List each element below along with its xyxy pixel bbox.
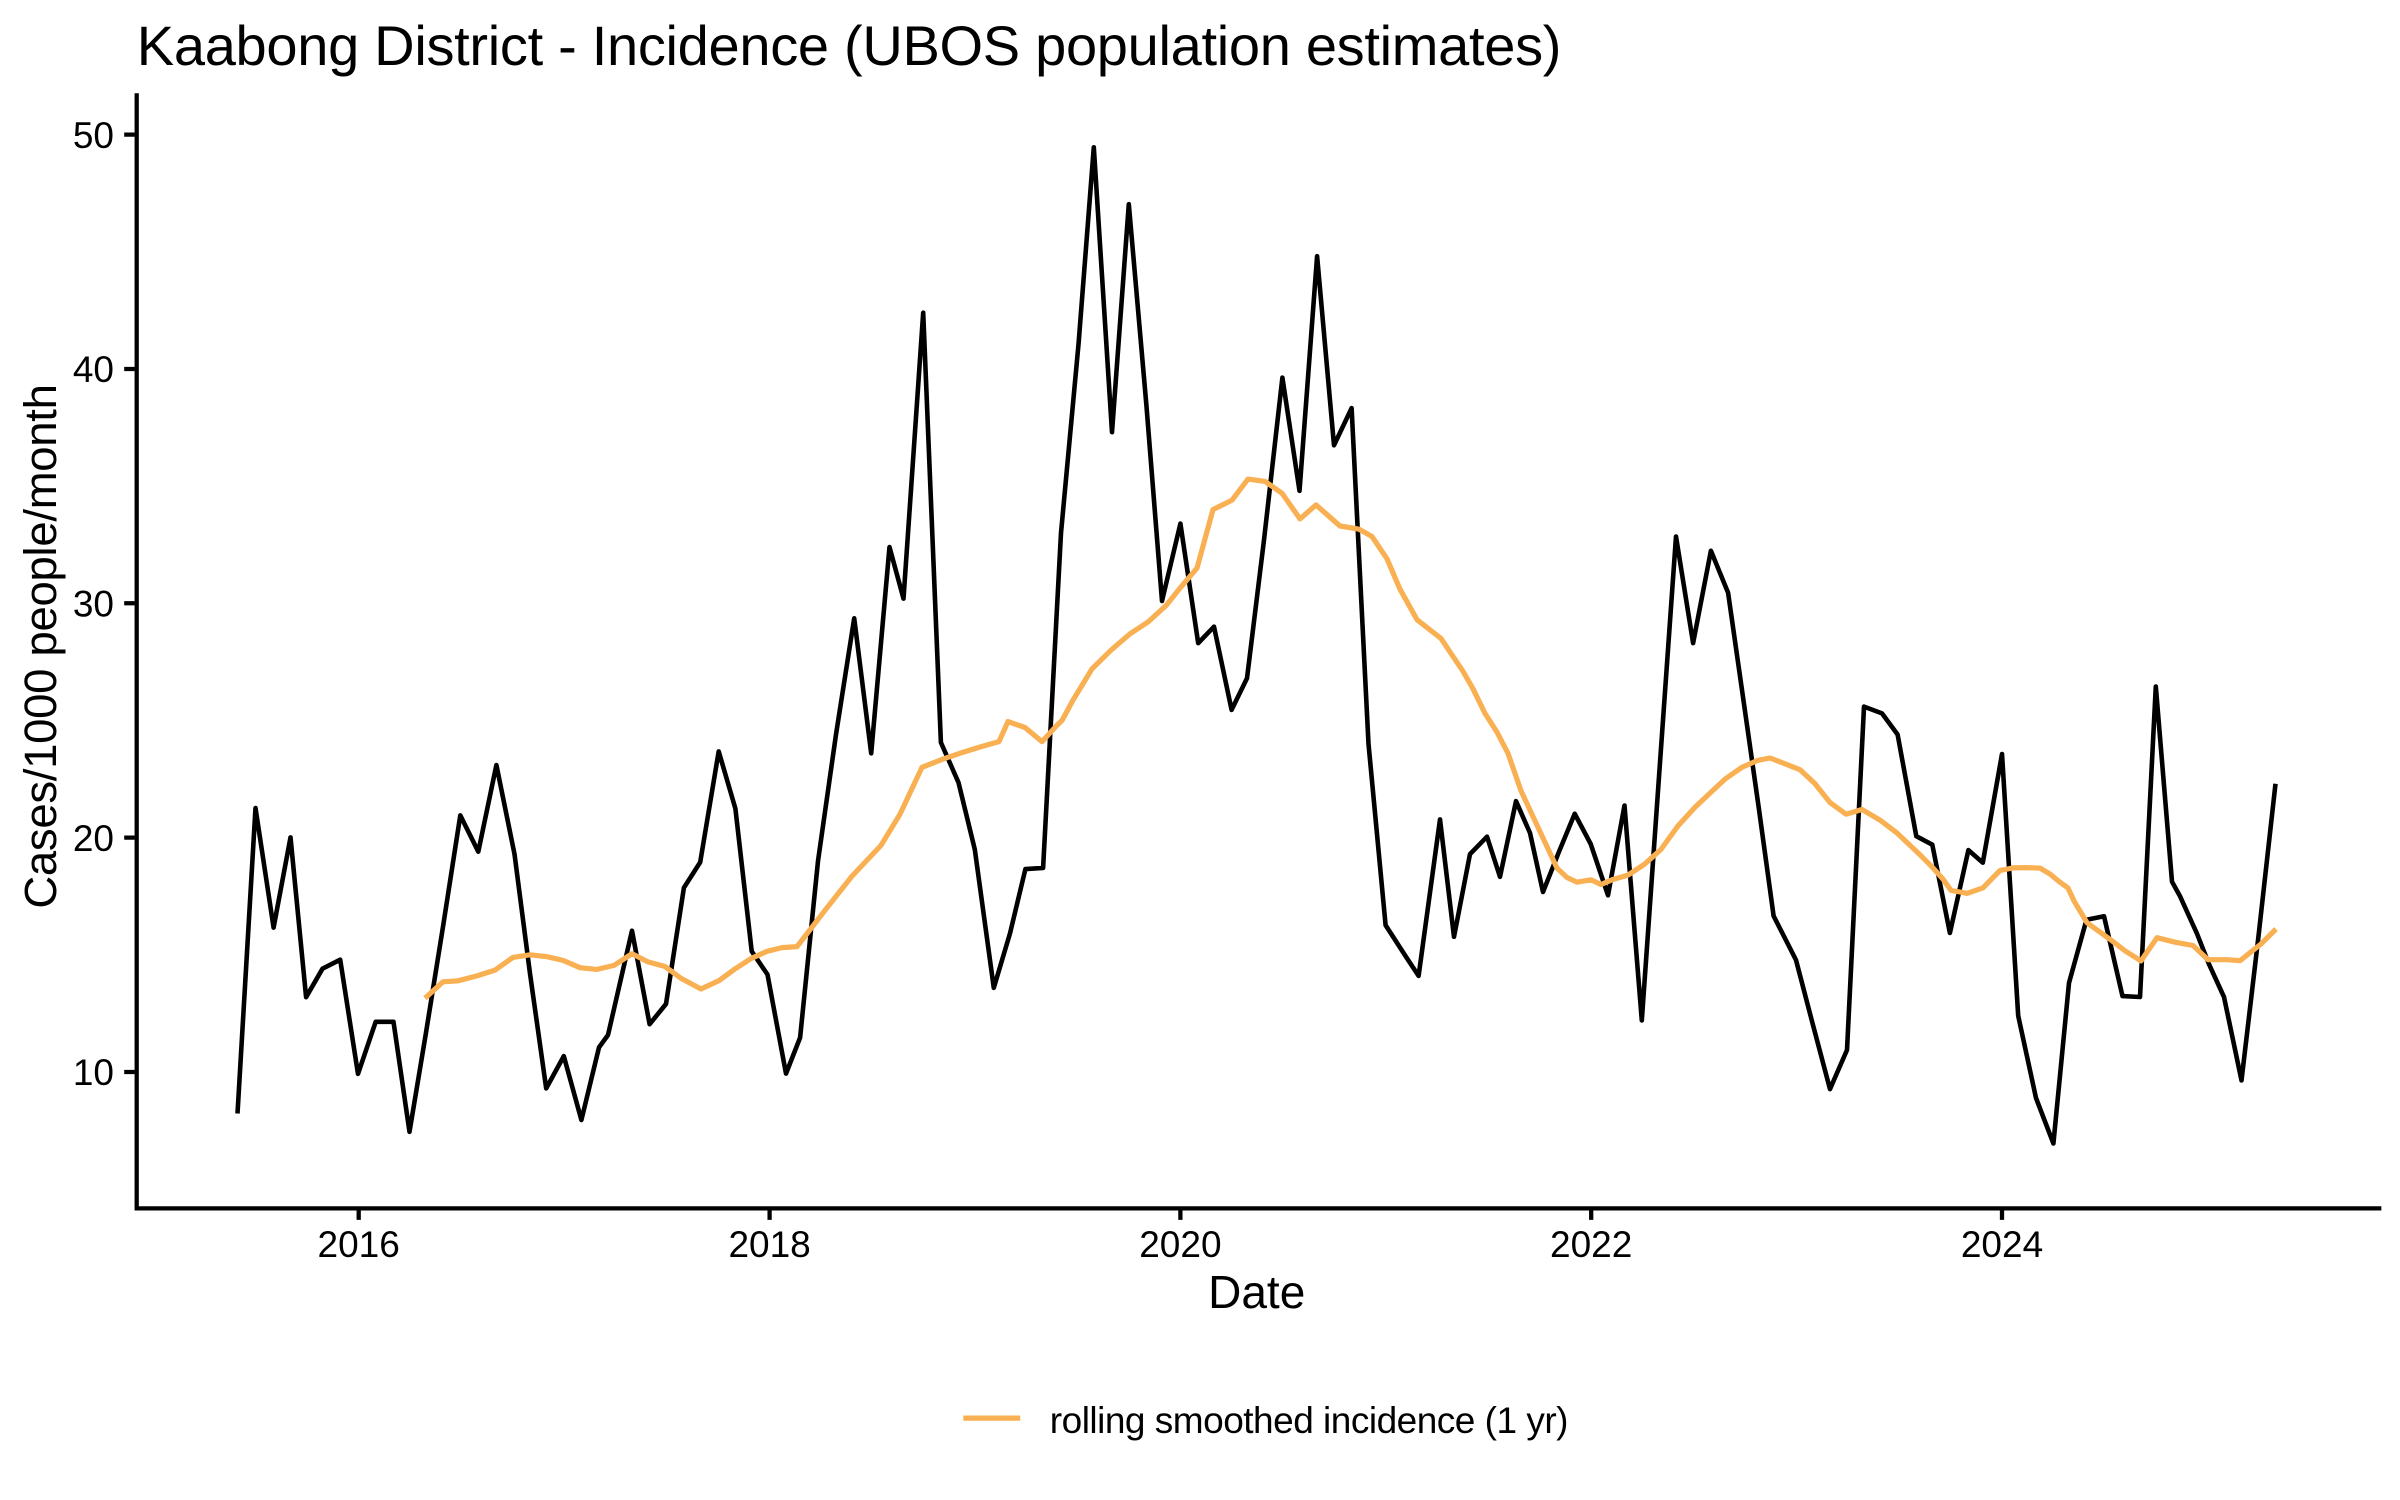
svg-text:Kaabong District - Incidence (: Kaabong District - Incidence (UBOS popul…	[137, 14, 1561, 77]
svg-text:2018: 2018	[728, 1224, 810, 1265]
svg-text:10: 10	[73, 1052, 114, 1093]
svg-text:20: 20	[73, 818, 114, 859]
svg-text:2020: 2020	[1139, 1224, 1221, 1265]
svg-text:50: 50	[73, 115, 114, 156]
svg-text:Date: Date	[1208, 1266, 1305, 1318]
svg-text:Cases/1000 people/month: Cases/1000 people/month	[15, 384, 66, 908]
svg-text:30: 30	[73, 584, 114, 625]
svg-text:2022: 2022	[1550, 1224, 1632, 1265]
svg-text:2024: 2024	[1961, 1224, 2043, 1265]
svg-text:40: 40	[73, 349, 114, 390]
svg-text:2016: 2016	[318, 1224, 400, 1265]
svg-text:rolling smoothed incidence (1: rolling smoothed incidence (1 yr)	[1050, 1400, 1568, 1441]
